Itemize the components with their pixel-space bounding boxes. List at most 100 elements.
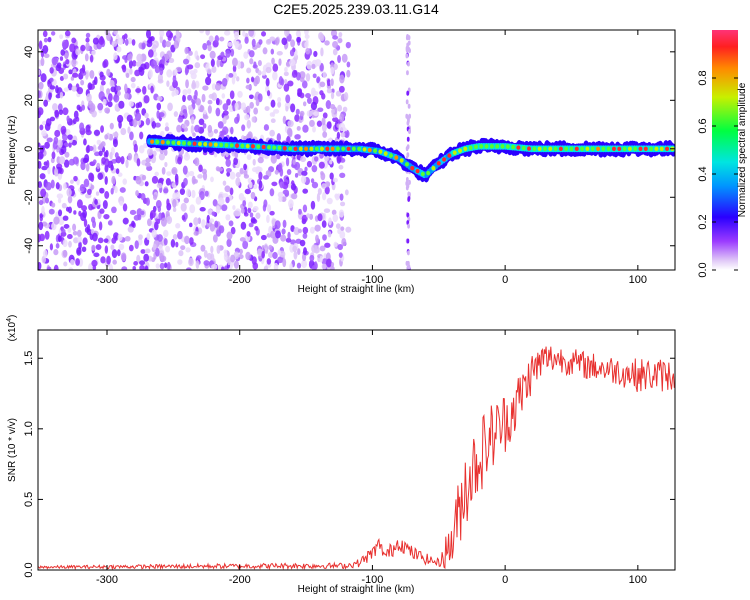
noise-dot [338, 252, 343, 258]
noise-dot [72, 156, 79, 165]
colorbar-tick-label: 0.8 [697, 70, 709, 85]
noise-dot [297, 248, 301, 256]
noise-dot [106, 68, 111, 77]
noise-dot [204, 190, 209, 197]
noise-dot [302, 204, 308, 213]
noise-dot [134, 240, 139, 249]
noise-dot [95, 191, 100, 196]
noise-dot [128, 59, 133, 69]
spectrogram-x-tick-label: 100 [629, 274, 647, 286]
noise-dot [188, 107, 194, 116]
noise-dot [405, 113, 409, 119]
noise-dot [158, 177, 165, 183]
noise-dot [62, 215, 69, 221]
noise-dot [92, 37, 99, 45]
noise-dot [169, 32, 174, 39]
noise-dot [235, 172, 241, 178]
noise-dot [117, 172, 123, 177]
noise-dot [407, 195, 411, 201]
noise-dot [97, 237, 104, 244]
noise-dot [291, 193, 298, 200]
noise-dot [120, 155, 125, 165]
noise-dot [124, 83, 128, 93]
noise-dot [333, 241, 338, 248]
noise-dot [306, 60, 313, 70]
noise-dot [212, 199, 218, 207]
noise-dot [304, 166, 308, 172]
noise-dot [248, 222, 254, 228]
noise-dot [64, 151, 70, 158]
noise-dot [225, 196, 230, 204]
noise-dot [277, 191, 284, 198]
noise-dot [240, 102, 247, 111]
noise-dot [270, 118, 276, 124]
noise-dot [312, 126, 316, 133]
noise-dot [39, 145, 45, 154]
noise-dot [147, 218, 152, 227]
noise-dot [90, 184, 95, 190]
noise-dot [405, 146, 409, 152]
noise-dot [253, 107, 259, 115]
noise-dot [185, 79, 189, 89]
noise-dot [329, 104, 336, 110]
noise-dot [302, 124, 309, 133]
noise-dot [102, 98, 107, 106]
noise-dot [38, 181, 43, 189]
noise-dot [81, 64, 86, 74]
noise-dot [141, 42, 146, 49]
noise-dot [132, 118, 138, 128]
noise-dot [57, 209, 63, 217]
noise-dot [124, 56, 128, 63]
noise-dot [198, 164, 203, 173]
noise-dot [73, 237, 79, 244]
ridge-peak [521, 145, 526, 151]
noise-dot [191, 175, 196, 185]
ridge-peak [357, 146, 362, 151]
ridge-peak [367, 147, 372, 153]
noise-dot [38, 233, 42, 243]
ridge-peak [649, 146, 654, 151]
noise-dot [198, 118, 205, 126]
noise-dot [85, 37, 90, 43]
noise-dot [128, 244, 134, 252]
noise-dot [206, 68, 212, 75]
noise-dot [188, 257, 194, 267]
noise-dot [57, 235, 62, 243]
noise-dot [59, 34, 64, 40]
noise-dot [223, 252, 228, 262]
noise-dot [258, 180, 263, 189]
ridge-peak [394, 155, 399, 160]
noise-dot [90, 173, 95, 182]
figure-title: C2E5.2025.239.03.11.G14 [273, 1, 439, 17]
noise-dot [75, 258, 80, 266]
noise-dot [232, 205, 236, 210]
noise-dot [257, 156, 264, 164]
noise-dot [213, 128, 219, 134]
noise-dot [317, 213, 323, 222]
noise-dot [242, 200, 247, 207]
noise-dot [51, 151, 56, 160]
ridge-peak [219, 142, 224, 148]
noise-dot [316, 192, 321, 203]
noise-dot [38, 142, 41, 148]
noise-dot [39, 173, 46, 180]
noise-dot [166, 198, 170, 207]
noise-dot [243, 169, 248, 177]
noise-dot [318, 161, 325, 169]
noise-dot [156, 110, 160, 119]
noise-dot [75, 48, 81, 56]
noise-dot [71, 37, 77, 44]
noise-dot [332, 117, 339, 123]
noise-dot [196, 55, 200, 61]
noise-dot [111, 40, 118, 47]
noise-dot [283, 71, 289, 77]
noise-dot [269, 188, 275, 197]
noise-dot [99, 84, 104, 94]
noise-dot [226, 167, 232, 173]
noise-dot [40, 57, 45, 67]
noise-dot [301, 80, 308, 89]
noise-dot [129, 68, 133, 75]
noise-dot [269, 112, 274, 117]
noise-dot [324, 242, 331, 248]
noise-dot [135, 61, 142, 67]
